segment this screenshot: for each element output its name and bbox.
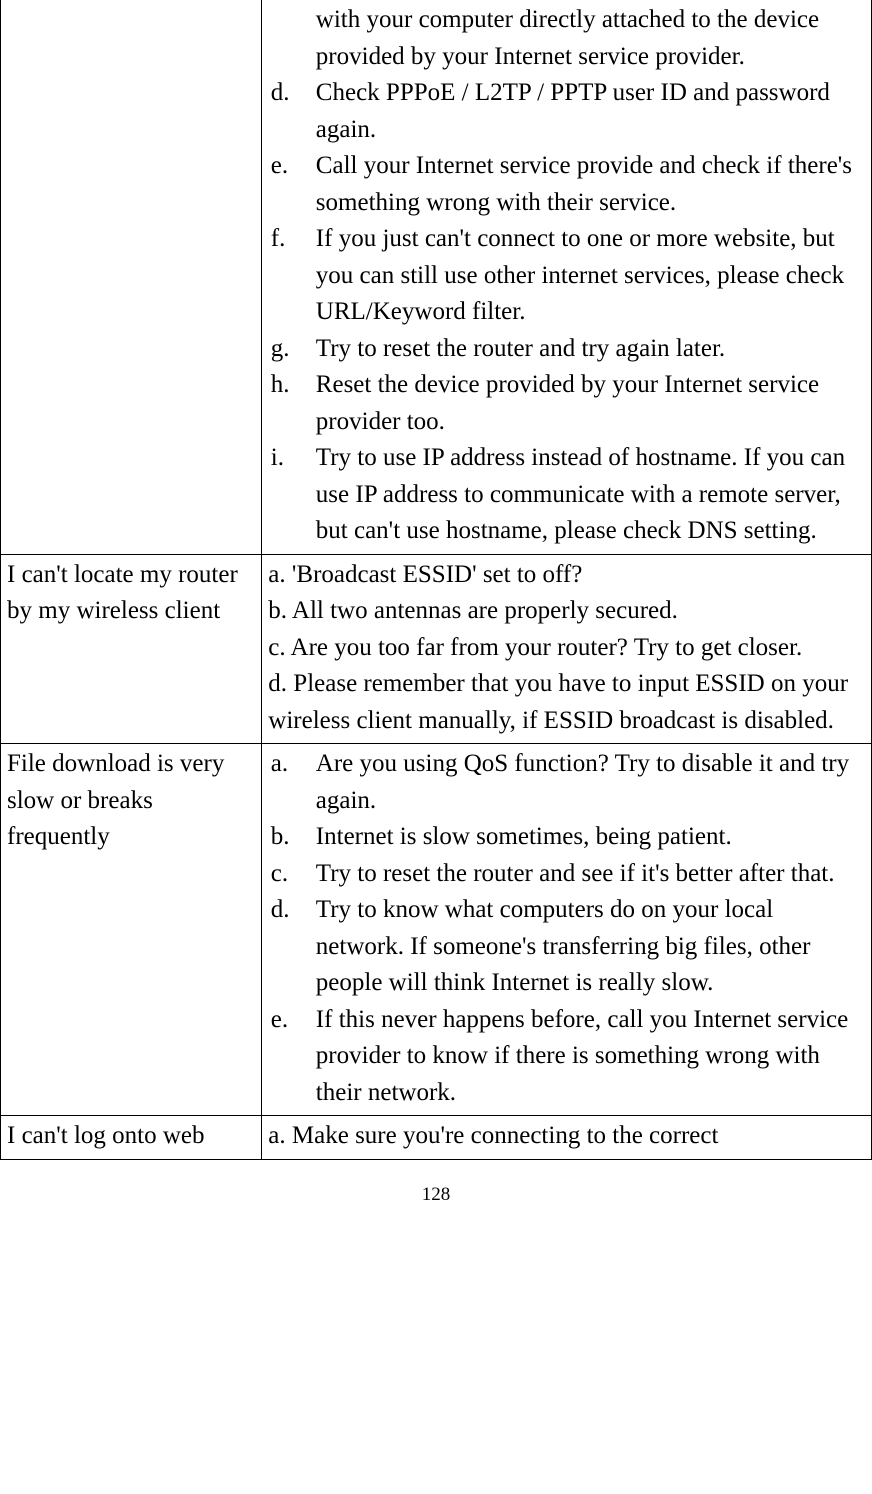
table-row: with your computer directly attached to … [1,0,872,554]
table-row: I can't log onto weba. Make sure you're … [1,1116,872,1160]
list-text: Try to reset the router and try again la… [316,331,865,368]
list-marker: b. [268,819,316,856]
solution-cell: a. 'Broadcast ESSID' set to off?b. All t… [262,554,872,744]
list-text: Try to reset the router and see if it's … [316,856,865,893]
solution-flat: a. Make sure you're connecting to the co… [268,1118,865,1155]
list-marker: g. [268,331,316,368]
list-text: with your computer directly attached to … [316,2,865,75]
solution-line: b. All two antennas are properly secured… [268,593,865,630]
solution-cell: a.Are you using QoS function? Try to dis… [262,744,872,1116]
list-item: i.Try to use IP address instead of hostn… [268,440,865,550]
list-marker: d. [268,892,316,929]
list-text: Try to use IP address instead of hostnam… [316,440,865,550]
solution-list: a.Are you using QoS function? Try to dis… [268,746,865,1111]
solution-flat: a. 'Broadcast ESSID' set to off?b. All t… [268,557,865,740]
list-marker: a. [268,746,316,783]
list-item: a.Are you using QoS function? Try to dis… [268,746,865,819]
issue-cell: I can't locate my router by my wireless … [1,554,262,744]
list-marker: e. [268,1002,316,1039]
list-item: b.Internet is slow sometimes, being pati… [268,819,865,856]
list-item: e.If this never happens before, call you… [268,1002,865,1112]
solution-list: with your computer directly attached to … [268,2,865,550]
list-text: Internet is slow sometimes, being patien… [316,819,865,856]
issue-cell: I can't log onto web [1,1116,262,1160]
list-item: f.If you just can't connect to one or mo… [268,221,865,331]
list-item: h.Reset the device provided by your Inte… [268,367,865,440]
list-text: Try to know what computers do on your lo… [316,892,865,1002]
list-marker: i. [268,440,316,477]
list-item: d.Try to know what computers do on your … [268,892,865,1002]
table-row: File download is very slow or breaks fre… [1,744,872,1116]
page-number: 128 [0,1160,872,1226]
document-page: with your computer directly attached to … [0,0,872,1226]
table-row: I can't locate my router by my wireless … [1,554,872,744]
list-text: If you just can't connect to one or more… [316,221,865,331]
list-text: If this never happens before, call you I… [316,1002,865,1112]
solution-cell: with your computer directly attached to … [262,0,872,554]
list-item: c.Try to reset the router and see if it'… [268,856,865,893]
solution-cell: a. Make sure you're connecting to the co… [262,1116,872,1160]
list-marker: e. [268,148,316,185]
list-text: Reset the device provided by your Intern… [316,367,865,440]
solution-line: d. Please remember that you have to inpu… [268,666,865,739]
issue-cell: File download is very slow or breaks fre… [1,744,262,1116]
list-marker: f. [268,221,316,258]
solution-line: c. Are you too far from your router? Try… [268,630,865,667]
list-text: Are you using QoS function? Try to disab… [316,746,865,819]
list-item: e.Call your Internet service provide and… [268,148,865,221]
list-text: Call your Internet service provide and c… [316,148,865,221]
solution-line: a. Make sure you're connecting to the co… [268,1118,865,1155]
issue-cell [1,0,262,554]
list-item: g.Try to reset the router and try again … [268,331,865,368]
list-item: d.Check PPPoE / L2TP / PPTP user ID and … [268,75,865,148]
list-text: Check PPPoE / L2TP / PPTP user ID and pa… [316,75,865,148]
list-marker: c. [268,856,316,893]
troubleshooting-table: with your computer directly attached to … [0,0,872,1160]
list-item: with your computer directly attached to … [268,2,865,75]
solution-line: a. 'Broadcast ESSID' set to off? [268,557,865,594]
list-marker: d. [268,75,316,112]
list-marker: h. [268,367,316,404]
